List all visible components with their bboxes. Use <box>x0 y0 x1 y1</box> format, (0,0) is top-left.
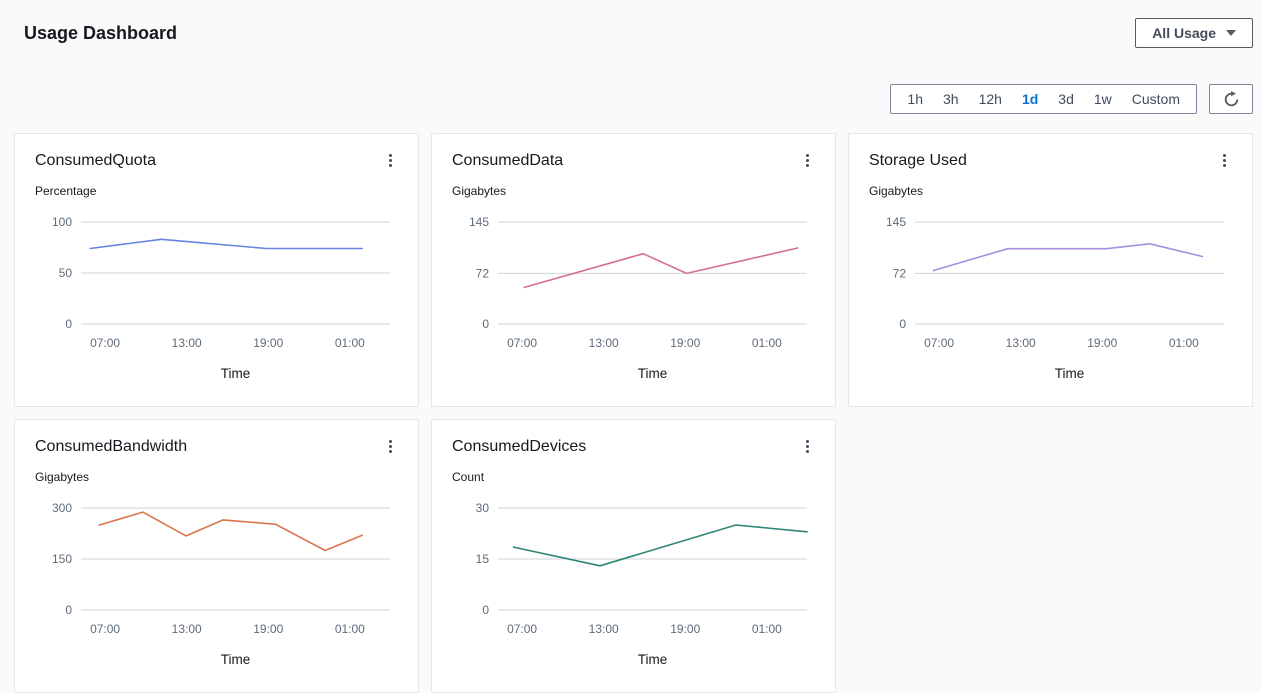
chart-card-header: ConsumedBandwidth <box>35 438 398 456</box>
chart-title: ConsumedDevices <box>452 438 586 456</box>
chart-card: ConsumedBandwidth Gigabytes 0 150 300 07:00… <box>14 419 419 693</box>
x-tick-label: 07:00 <box>507 336 537 350</box>
chart-unit-label: Gigabytes <box>452 184 815 198</box>
y-tick-label: 145 <box>886 215 906 229</box>
y-tick-label: 30 <box>476 501 490 515</box>
x-tick-label: 01:00 <box>1169 336 1199 350</box>
chart-card-header: Storage Used <box>869 152 1232 170</box>
chart-card-header: ConsumedData <box>452 152 815 170</box>
time-range-option-1d[interactable]: 1d <box>1012 85 1048 113</box>
kebab-menu-icon <box>1223 154 1226 167</box>
chart-unit-label: Count <box>452 470 815 484</box>
chart-title: ConsumedQuota <box>35 152 156 170</box>
chart-card: ConsumedQuota Percentage 0 50 100 07:00 13:0… <box>14 133 419 407</box>
kebab-menu-button[interactable] <box>383 152 398 169</box>
kebab-menu-icon <box>389 440 392 453</box>
x-tick-label: 07:00 <box>90 622 120 636</box>
chart-title: ConsumedData <box>452 152 563 170</box>
y-tick-label: 0 <box>899 317 906 331</box>
y-tick-label: 0 <box>65 317 72 331</box>
caret-down-icon <box>1226 30 1236 36</box>
chart-unit-label: Gigabytes <box>869 184 1232 198</box>
refresh-button[interactable] <box>1209 84 1253 114</box>
y-tick-label: 145 <box>469 215 489 229</box>
y-tick-label: 15 <box>476 552 490 566</box>
y-tick-label: 72 <box>893 266 907 280</box>
y-tick-label: 0 <box>65 603 72 617</box>
x-tick-label: 19:00 <box>253 336 283 350</box>
data-line <box>90 239 362 248</box>
x-axis-label: Time <box>221 652 251 667</box>
page-title: Usage Dashboard <box>24 23 177 44</box>
x-axis-label: Time <box>638 652 668 667</box>
x-tick-label: 01:00 <box>335 336 365 350</box>
time-range-option-3d[interactable]: 3d <box>1048 85 1084 113</box>
y-tick-label: 300 <box>52 501 72 515</box>
kebab-menu-icon <box>806 154 809 167</box>
time-range-option-custom[interactable]: Custom <box>1122 85 1190 113</box>
line-chart: 0 150 300 07:00 13:00 19:00 01:00 Time <box>35 494 398 676</box>
data-line <box>100 512 363 550</box>
data-line <box>524 248 797 287</box>
kebab-menu-button[interactable] <box>1217 152 1232 169</box>
chart-card: ConsumedData Gigabytes 0 72 145 07:00 13:00 1… <box>431 133 836 407</box>
x-axis-label: Time <box>221 366 251 381</box>
x-tick-label: 01:00 <box>752 622 782 636</box>
kebab-menu-icon <box>806 440 809 453</box>
x-tick-label: 01:00 <box>752 336 782 350</box>
x-tick-label: 13:00 <box>172 336 202 350</box>
time-range-option-1w[interactable]: 1w <box>1084 85 1122 113</box>
usage-filter-dropdown-button[interactable]: All Usage <box>1135 18 1253 48</box>
x-tick-label: 19:00 <box>253 622 283 636</box>
data-line <box>514 525 808 566</box>
line-chart: 0 72 145 07:00 13:00 19:00 01:00 Time <box>869 208 1232 390</box>
refresh-icon <box>1223 91 1240 108</box>
chart-title: Storage Used <box>869 152 967 170</box>
x-tick-label: 13:00 <box>589 336 619 350</box>
x-tick-label: 01:00 <box>335 622 365 636</box>
y-tick-label: 0 <box>482 317 489 331</box>
time-range-option-1h[interactable]: 1h <box>897 85 933 113</box>
time-range-group: 1h3h12h1d3d1wCustom <box>890 84 1197 114</box>
line-chart: 0 72 145 07:00 13:00 19:00 01:00 Time <box>452 208 815 390</box>
x-axis-label: Time <box>1055 366 1085 381</box>
usage-filter-label: All Usage <box>1152 25 1216 41</box>
y-tick-label: 0 <box>482 603 489 617</box>
time-toolbar: 1h3h12h1d3d1wCustom <box>0 48 1261 114</box>
top-bar: Usage Dashboard All Usage <box>0 0 1261 48</box>
line-chart: 0 15 30 07:00 13:00 19:00 01:00 Time <box>452 494 815 676</box>
y-tick-label: 100 <box>52 215 72 229</box>
kebab-menu-button[interactable] <box>800 152 815 169</box>
x-axis-label: Time <box>638 366 668 381</box>
y-tick-label: 72 <box>476 266 490 280</box>
chart-card: ConsumedDevices Count 0 15 30 07:00 13:00 19:… <box>431 419 836 693</box>
x-tick-label: 07:00 <box>924 336 954 350</box>
chart-card: Storage Used Gigabytes 0 72 145 07:00 13:00 1… <box>848 133 1253 407</box>
x-tick-label: 07:00 <box>507 622 537 636</box>
line-chart: 0 50 100 07:00 13:00 19:00 01:00 Time <box>35 208 398 390</box>
kebab-menu-icon <box>389 154 392 167</box>
x-tick-label: 19:00 <box>1087 336 1117 350</box>
chart-unit-label: Gigabytes <box>35 470 398 484</box>
x-tick-label: 07:00 <box>90 336 120 350</box>
data-line <box>934 244 1203 271</box>
dashboard-grid: ConsumedQuota Percentage 0 50 100 07:00 13:0… <box>14 133 1253 693</box>
y-tick-label: 150 <box>52 552 72 566</box>
x-tick-label: 13:00 <box>1006 336 1036 350</box>
time-range-option-12h[interactable]: 12h <box>969 85 1012 113</box>
chart-unit-label: Percentage <box>35 184 398 198</box>
kebab-menu-button[interactable] <box>383 438 398 455</box>
x-tick-label: 19:00 <box>670 622 700 636</box>
time-range-option-3h[interactable]: 3h <box>933 85 969 113</box>
chart-card-header: ConsumedQuota <box>35 152 398 170</box>
x-tick-label: 19:00 <box>670 336 700 350</box>
y-tick-label: 50 <box>59 266 73 280</box>
chart-title: ConsumedBandwidth <box>35 438 187 456</box>
x-tick-label: 13:00 <box>589 622 619 636</box>
kebab-menu-button[interactable] <box>800 438 815 455</box>
x-tick-label: 13:00 <box>172 622 202 636</box>
chart-card-header: ConsumedDevices <box>452 438 815 456</box>
